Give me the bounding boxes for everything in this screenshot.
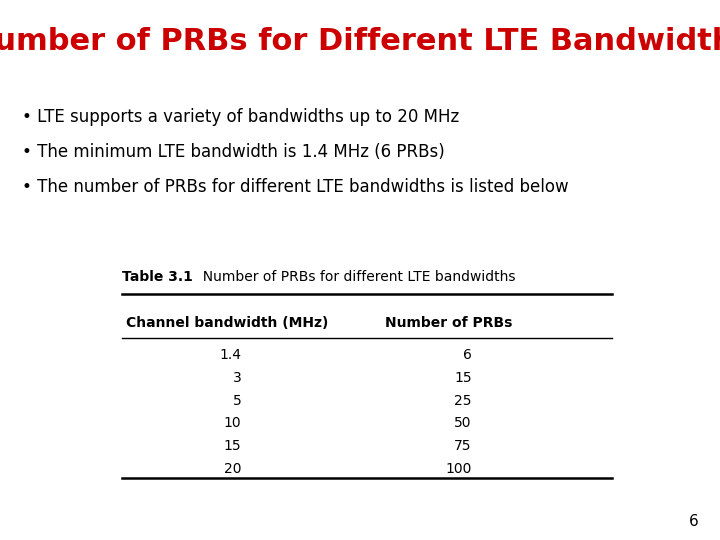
Text: 1.4: 1.4 <box>219 348 241 362</box>
Text: 25: 25 <box>454 394 472 408</box>
Text: Number of PRBs for different LTE bandwidths: Number of PRBs for different LTE bandwid… <box>194 270 516 284</box>
Text: 10: 10 <box>224 416 241 430</box>
Text: Table 3.1: Table 3.1 <box>122 270 193 284</box>
Text: 3: 3 <box>233 371 241 385</box>
Text: Channel bandwidth (MHz): Channel bandwidth (MHz) <box>126 316 328 330</box>
Text: 50: 50 <box>454 416 472 430</box>
Text: 100: 100 <box>445 462 472 476</box>
Text: 75: 75 <box>454 439 472 453</box>
Text: 15: 15 <box>224 439 241 453</box>
Text: Number of PRBs for Different LTE Bandwidths: Number of PRBs for Different LTE Bandwid… <box>0 27 720 56</box>
Text: • LTE supports a variety of bandwidths up to 20 MHz: • LTE supports a variety of bandwidths u… <box>22 108 459 126</box>
Text: Number of PRBs: Number of PRBs <box>385 316 513 330</box>
Text: • The minimum LTE bandwidth is 1.4 MHz (6 PRBs): • The minimum LTE bandwidth is 1.4 MHz (… <box>22 143 444 161</box>
Text: 6: 6 <box>463 348 472 362</box>
Text: 20: 20 <box>224 462 241 476</box>
Text: 15: 15 <box>454 371 472 385</box>
Text: 6: 6 <box>688 514 698 529</box>
Text: 5: 5 <box>233 394 241 408</box>
Text: • The number of PRBs for different LTE bandwidths is listed below: • The number of PRBs for different LTE b… <box>22 178 568 196</box>
